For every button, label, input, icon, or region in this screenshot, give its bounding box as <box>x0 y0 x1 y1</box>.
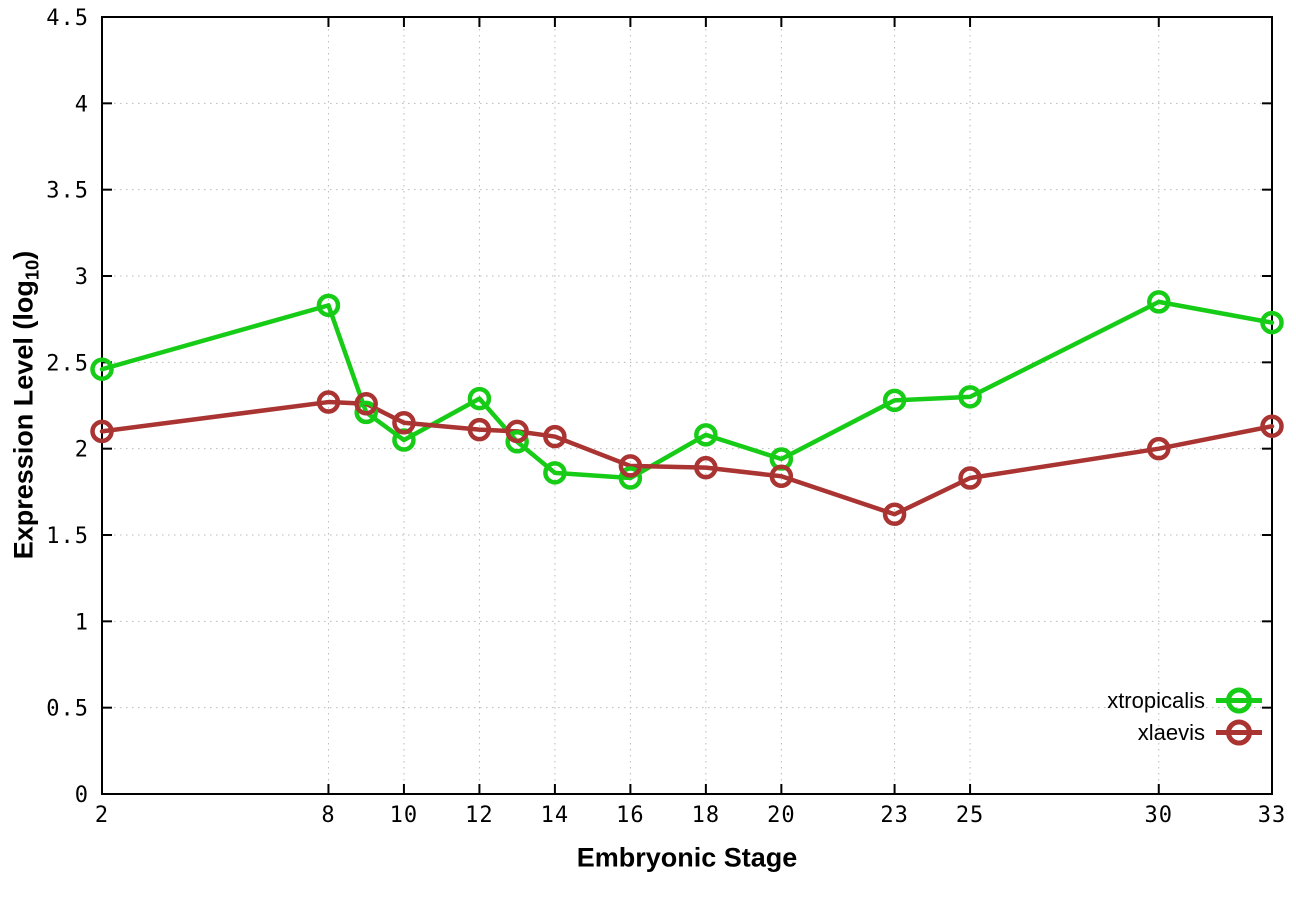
y-tick-label: 4.5 <box>46 6 89 31</box>
x-tick-label: 23 <box>880 803 909 828</box>
y-tick-label: 2 <box>75 438 89 463</box>
x-tick-label: 12 <box>465 803 494 828</box>
series-line-xtropicalis <box>99 299 1275 481</box>
y-tick-label: 2.5 <box>46 351 89 376</box>
data-point-xlaevis <box>354 392 378 416</box>
data-point-xtropicalis <box>354 400 378 425</box>
y-tick-label: 1 <box>75 610 89 635</box>
y-axis-title-text: Expression Level (log <box>8 280 39 560</box>
y-axis-title-subscript: 10 <box>21 259 43 281</box>
y-tick-label: 1.5 <box>46 524 89 549</box>
data-point-xlaevis <box>392 411 416 435</box>
legend-marker-xlaevis-icon <box>1216 719 1262 746</box>
y-tick-label: 4 <box>75 92 89 117</box>
data-point-xtropicalis <box>694 423 718 447</box>
y-tick-label: 3.5 <box>46 179 89 204</box>
data-point-xtropicalis <box>882 388 907 413</box>
data-point-xtropicalis <box>90 357 114 381</box>
y-axis-title: Expression Level (log10) <box>8 251 43 560</box>
y-tick-label: 0.5 <box>46 697 89 722</box>
data-point-xtropicalis <box>316 293 341 318</box>
data-point-xlaevis <box>316 390 341 414</box>
x-tick-label: 14 <box>541 803 570 828</box>
x-tick-label: 10 <box>390 803 419 828</box>
data-point-xlaevis <box>505 419 529 444</box>
x-tick-label: 16 <box>616 803 645 828</box>
legend-label-xtropicalis: xtropicalis <box>1107 687 1205 713</box>
data-point-xlaevis <box>543 424 567 449</box>
data-point-xlaevis <box>467 417 492 442</box>
x-tick-label: 18 <box>692 803 721 828</box>
legend-item-xlaevis: xlaevis <box>1107 717 1264 748</box>
data-point-xlaevis <box>1260 414 1284 438</box>
x-tick-label: 25 <box>956 803 985 828</box>
x-tick-label: 30 <box>1145 803 1174 828</box>
legend-label-xlaevis: xlaevis <box>1137 719 1205 745</box>
legend-marker-xtropicalis-icon <box>1216 687 1262 714</box>
chart-legend: xtropicalis xlaevis <box>1107 685 1264 748</box>
series-line-xlaevis <box>99 399 1275 517</box>
data-point-xlaevis <box>1147 436 1171 461</box>
x-tick-label: 2 <box>95 803 109 828</box>
data-point-xtropicalis <box>618 466 643 490</box>
data-point-xtropicalis <box>1147 290 1171 314</box>
data-point-xtropicalis <box>1260 310 1284 335</box>
x-axis-title: Embryonic Stage <box>576 842 798 873</box>
legend-item-xtropicalis: xtropicalis <box>1107 685 1264 716</box>
y-tick-label: 3 <box>75 265 89 290</box>
data-point-xlaevis <box>882 502 907 527</box>
x-tick-label: 20 <box>767 803 796 828</box>
data-point-xtropicalis <box>505 430 529 454</box>
data-point-xlaevis <box>90 419 114 444</box>
data-point-xtropicalis <box>543 461 567 485</box>
data-point-xlaevis <box>694 455 718 480</box>
y-axis-title-close: ) <box>8 250 39 260</box>
plot-border <box>101 16 1273 795</box>
x-tick-label: 33 <box>1258 803 1287 828</box>
data-point-xlaevis <box>958 466 982 490</box>
data-point-xtropicalis <box>958 385 982 409</box>
x-tick-label: 8 <box>321 803 335 828</box>
data-point-xlaevis <box>618 454 643 478</box>
data-point-xlaevis <box>769 464 794 489</box>
y-tick-label: 0 <box>75 783 89 808</box>
data-point-xtropicalis <box>467 386 492 411</box>
